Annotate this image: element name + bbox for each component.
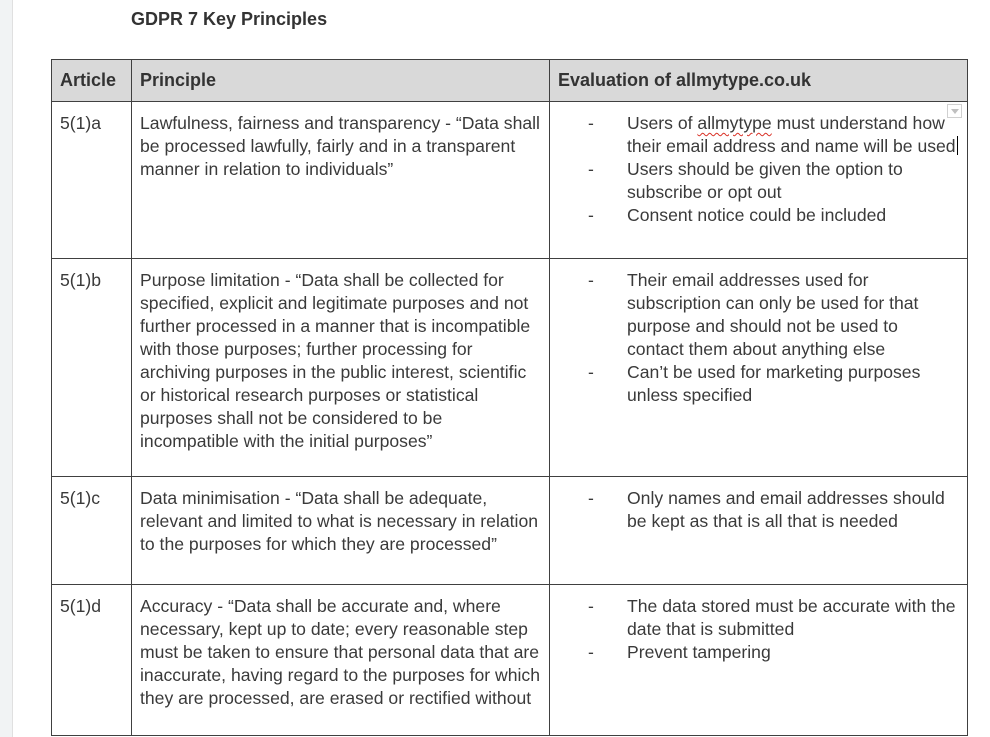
evaluation-cell[interactable]: Only names and email addresses should be… [549, 476, 968, 585]
cell-menu-dropdown-icon[interactable] [947, 104, 962, 118]
evaluation-item: Can’t be used for marketing purposes unl… [588, 361, 959, 407]
evaluation-item: Prevent tampering [588, 641, 959, 664]
evaluation-item: Users should be given the option to subs… [588, 158, 959, 204]
evaluation-item: Only names and email addresses should be… [588, 487, 959, 533]
evaluation-cell[interactable]: The data stored must be accurate with th… [549, 584, 968, 736]
text-cursor [956, 136, 958, 155]
evaluation-cell[interactable]: Their email addresses used for subscript… [549, 258, 968, 477]
header-principle: Principle [131, 59, 550, 102]
principles-table: Article Principle Evaluation of allmytyp… [51, 59, 968, 736]
table-row: 5(1)a Lawfulness, fairness and transpare… [51, 101, 968, 259]
principle-cell[interactable]: Purpose limitation - “Data shall be coll… [131, 258, 550, 477]
principle-cell[interactable]: Data minimisation - “Data shall be adequ… [131, 476, 550, 585]
table-row: 5(1)b Purpose limitation - “Data shall b… [51, 258, 968, 477]
page-margin [0, 0, 13, 737]
evaluation-item: Users of allmytype must understand how t… [588, 112, 959, 158]
table-header-row: Article Principle Evaluation of allmytyp… [51, 59, 968, 102]
principle-cell[interactable]: Lawfulness, fairness and transparency - … [131, 101, 550, 259]
misspelled-word[interactable]: allmytype [697, 113, 772, 133]
evaluation-item: Consent notice could be included [588, 204, 959, 227]
article-cell[interactable]: 5(1)b [51, 258, 132, 477]
article-cell[interactable]: 5(1)a [51, 101, 132, 259]
evaluation-item: Their email addresses used for subscript… [588, 269, 959, 361]
article-cell[interactable]: 5(1)d [51, 584, 132, 736]
document-title: GDPR 7 Key Principles [131, 9, 328, 29]
header-evaluation: Evaluation of allmytype.co.uk [549, 59, 968, 102]
evaluation-item: The data stored must be accurate with th… [588, 595, 959, 641]
table-row: 5(1)d Accuracy - “Data shall be accurate… [51, 584, 968, 736]
header-article: Article [51, 59, 132, 102]
evaluation-cell[interactable]: Users of allmytype must understand how t… [549, 101, 968, 259]
table-row: 5(1)c Data minimisation - “Data shall be… [51, 476, 968, 585]
article-cell[interactable]: 5(1)c [51, 476, 132, 585]
principle-cell[interactable]: Accuracy - “Data shall be accurate and, … [131, 584, 550, 736]
